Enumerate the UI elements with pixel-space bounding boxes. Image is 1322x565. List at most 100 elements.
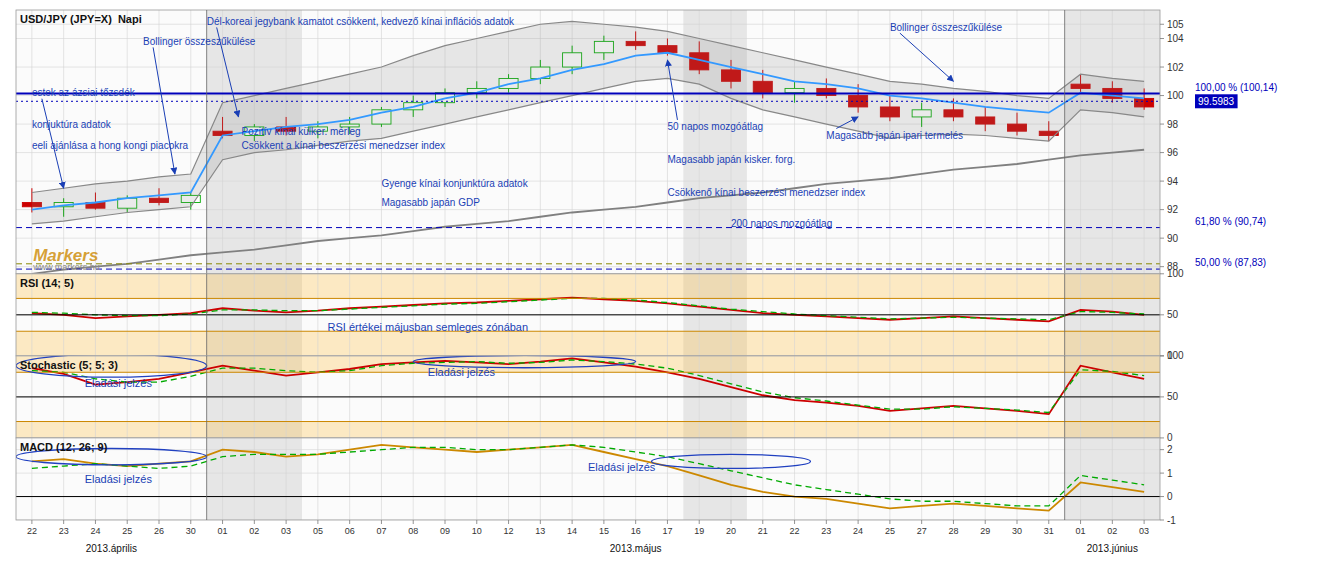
- grid-line-x: [413, 438, 414, 520]
- x-tick-label: 02: [249, 526, 259, 536]
- reference-line: [16, 331, 1160, 332]
- x-tick: [127, 520, 128, 524]
- current-price-label: 99.5983: [1198, 96, 1235, 107]
- x-tick: [222, 520, 223, 524]
- y-tick-label: 2: [1167, 444, 1173, 455]
- grid-line-x: [1080, 10, 1081, 274]
- grid-line-x: [572, 438, 573, 520]
- y-tick: [1160, 355, 1164, 356]
- chart-root: 889092949698100102104105100,00 % (100,14…: [0, 0, 1322, 565]
- panel-title: Stochastic (5; 5; 3): [20, 359, 118, 371]
- reference-label: 61,80 % (90,74): [1195, 216, 1266, 227]
- grid-line-x: [1144, 438, 1145, 520]
- panel-background: [16, 356, 1160, 438]
- x-tick: [476, 520, 477, 524]
- grid-line-x: [1112, 438, 1113, 520]
- x-tick-label: 03: [281, 526, 291, 536]
- y-tick-label: 104: [1167, 33, 1184, 44]
- period-separator: [1064, 356, 1065, 438]
- grid-line-x: [190, 10, 191, 274]
- grid-line-x: [921, 10, 922, 274]
- period-separator: [206, 356, 207, 438]
- grid-line-x: [731, 438, 732, 520]
- x-tick-label: 21: [758, 526, 768, 536]
- y-tick: [1160, 355, 1164, 356]
- grid-line-y: [16, 238, 1160, 239]
- period-separator: [1064, 274, 1065, 356]
- grid-line-x: [190, 438, 191, 520]
- grid-line-x: [254, 438, 255, 520]
- grid-line-x: [476, 438, 477, 520]
- zone: [16, 331, 1160, 356]
- panel: 050100Stochastic (5; 5; 3)Eladási jelzés…: [16, 350, 1184, 443]
- grid-line-y: [16, 314, 1160, 315]
- x-tick-label: 17: [662, 526, 672, 536]
- panel-frame: [16, 10, 1160, 274]
- x-tick-label: 09: [440, 526, 450, 536]
- y-tick: [1160, 496, 1164, 497]
- x-tick: [317, 520, 318, 524]
- period-separator: [1064, 438, 1065, 520]
- plot-area: [16, 438, 1160, 520]
- annotation-arrow: [153, 47, 175, 174]
- grid-line-x: [699, 438, 700, 520]
- x-tick-label: 10: [472, 526, 482, 536]
- x-tick: [1048, 520, 1049, 524]
- grid-line-y: [16, 152, 1160, 153]
- x-tick-label: 05: [313, 526, 323, 536]
- y-tick: [1160, 124, 1164, 125]
- y-tick-label: 96: [1167, 147, 1179, 158]
- highlight-ellipse: [16, 356, 207, 377]
- grid-line-x: [540, 438, 541, 520]
- x-tick: [254, 520, 255, 524]
- annotation: konjuktúra adatok: [32, 119, 112, 130]
- x-tick-label: 24: [90, 526, 100, 536]
- band-fill: [32, 21, 1144, 223]
- x-tick: [921, 520, 922, 524]
- x-tick: [794, 520, 795, 524]
- grid-line-x: [953, 438, 954, 520]
- series-line: [32, 298, 1144, 322]
- y-tick: [1160, 473, 1164, 474]
- grid-line-x: [953, 10, 954, 274]
- annotation: Eladási jelzés: [85, 473, 153, 485]
- x-tick-label: 01: [218, 526, 228, 536]
- annotation: Eladási jelzés: [588, 461, 656, 473]
- panel-title: USD/JPY (JPY=X) Napi: [20, 13, 142, 25]
- reference-label: 100,00 % (100,14): [1195, 82, 1277, 93]
- period-separator: [206, 438, 207, 520]
- y-tick-label: 98: [1167, 119, 1179, 130]
- reference-line: [16, 496, 1160, 497]
- plot-area: [16, 356, 1160, 438]
- x-tick: [858, 520, 859, 524]
- grid-line-x: [1017, 10, 1018, 274]
- grid-line-x: [1048, 438, 1049, 520]
- panel: 889092949698100102104105100,00 % (100,14…: [16, 10, 1277, 274]
- y-tick: [1160, 449, 1164, 450]
- y-tick: [1160, 266, 1164, 267]
- x-tick-label: 15: [599, 526, 609, 536]
- annotation-arrow: [836, 117, 858, 129]
- x-tick-label: 22: [790, 526, 800, 536]
- y-tick: [1160, 181, 1164, 182]
- x-tick-label: 28: [948, 526, 958, 536]
- plot-area: [16, 10, 1160, 274]
- y-tick-label: 100: [1167, 268, 1184, 279]
- grid-line-x: [635, 438, 636, 520]
- y-tick-label: 90: [1167, 233, 1179, 244]
- reference-line: [16, 101, 1160, 102]
- grid-line-x: [826, 438, 827, 520]
- reference-line: [16, 298, 1160, 299]
- highlight-column: [1065, 438, 1160, 520]
- current-price-box: [1195, 94, 1238, 108]
- annotation: 50 napos mozgóátlag: [667, 121, 763, 132]
- annotation: Gyenge kínai konjunktúra adatok: [381, 178, 528, 189]
- reference-line: [16, 269, 1160, 270]
- grid-line-x: [985, 10, 986, 274]
- x-tick-label: 16: [631, 526, 641, 536]
- grid-line-x: [1112, 10, 1113, 274]
- annotation: Pozitív kínai külker. mérleg: [242, 126, 361, 137]
- x-tick-label: 31: [1044, 526, 1054, 536]
- x-tick: [667, 520, 668, 524]
- x-tick-label: 07: [376, 526, 386, 536]
